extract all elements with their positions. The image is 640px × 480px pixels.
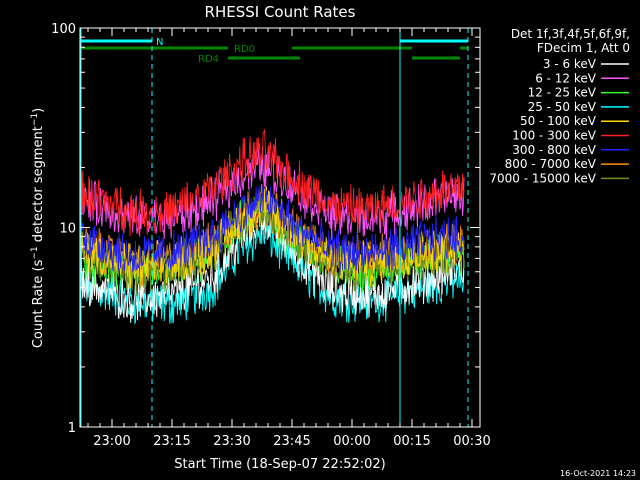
legend-label-7: 800 - 7000 keV	[505, 157, 597, 171]
y-axis-label-mid: detector segment	[31, 126, 46, 246]
flag-label-n: N	[156, 37, 163, 48]
footer-date: 16-Oct-2021 14:23	[560, 469, 636, 478]
y-axis-label-prefix: Count Rate (s	[31, 259, 46, 348]
legend-label-8: 7000 - 15000 keV	[489, 171, 596, 185]
y-tick-label-0: 1	[68, 421, 76, 436]
x-tick-label-0: 23:00	[93, 434, 130, 449]
x-tick-label-2: 23:30	[213, 434, 250, 449]
y-axis-label: Count Rate (s−1 detector segment−1)	[30, 108, 46, 348]
x-tick-label-5: 00:15	[393, 434, 430, 449]
y-tick-label-2: 100	[51, 22, 76, 37]
legend-label-3: 25 - 50 keV	[528, 100, 597, 114]
flag-label-rd4: RD4	[198, 54, 219, 65]
y-axis-label-sup-2: −1	[30, 113, 40, 126]
flag-label-rd0: RD0	[234, 44, 255, 55]
legend-label-0: 3 - 6 keV	[543, 57, 597, 71]
legend-label-2: 12 - 25 keV	[528, 86, 597, 100]
x-axis-label: Start Time (18-Sep-07 22:52:02)	[174, 457, 385, 472]
x-tick-label-1: 23:15	[153, 434, 190, 449]
flag-layer: N RD0 RD4	[81, 37, 468, 65]
legend-header-line-2: FDecim 1, Att 0	[537, 41, 630, 55]
y-axis-label-sup-1: −1	[30, 246, 40, 259]
legend-header-line-1: Det 1f,3f,4f,5f,6f,9f,	[511, 27, 630, 41]
x-tick-label-6: 00:30	[453, 434, 490, 449]
legend-label-5: 100 - 300 keV	[512, 129, 596, 143]
legend-label-4: 50 - 100 keV	[520, 114, 597, 128]
legend-label-1: 6 - 12 keV	[535, 71, 597, 85]
x-tick-label-3: 23:45	[273, 434, 310, 449]
chart-title: RHESSI Count Rates	[205, 3, 356, 21]
legend-label-6: 300 - 800 keV	[512, 143, 596, 157]
y-axis-label-close: )	[31, 108, 46, 113]
y-tick-label-1: 10	[59, 222, 76, 237]
axis-layer: 23:00 23:15 23:30 23:45 00:00 00:15 00:30 1 10 10…	[51, 22, 491, 449]
legend: Det 1f,3f,4f,5f,6f,9f, FDecim 1, Att 0 3…	[489, 27, 630, 185]
x-tick-label-4: 00:00	[333, 434, 370, 449]
